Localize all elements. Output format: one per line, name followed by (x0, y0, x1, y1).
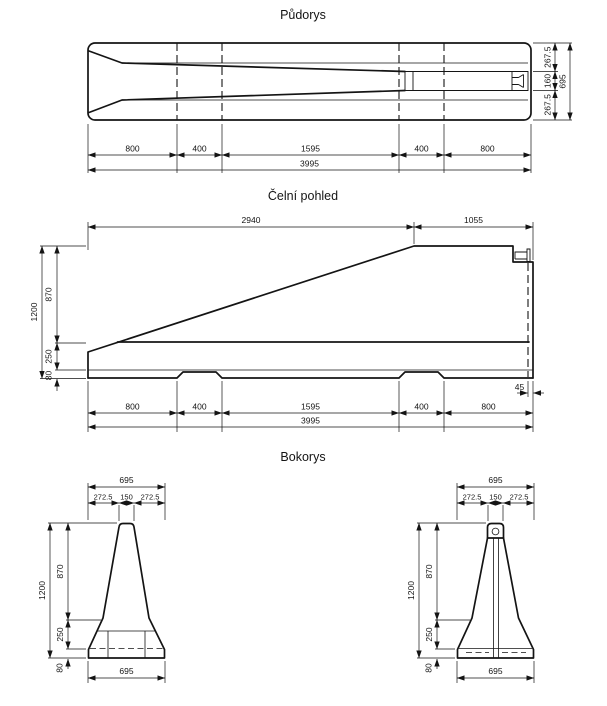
front-coupler-tab (514, 248, 531, 262)
dim-label: 250 (424, 627, 434, 641)
side-right-joint-slot (493, 538, 499, 658)
dim-label: 45 (515, 382, 525, 392)
dim-label: 3995 (301, 416, 320, 426)
dim-label: 1200 (406, 581, 416, 600)
dim-label: 800 (480, 144, 494, 154)
dim-label: 272.5 (94, 493, 113, 502)
side-left-dimensions: 695 272.5 150 272.5 1200 870 250 80 695 (37, 475, 166, 683)
plan-view: 800 400 1595 400 800 3995 267.5 160 267.… (87, 42, 573, 173)
dim-label: 695 (488, 475, 502, 485)
dim-label: 400 (414, 402, 428, 412)
plan-dimensions: 800 400 1595 400 800 3995 267.5 160 267.… (87, 42, 573, 173)
dim-label: 400 (192, 144, 206, 154)
side-right-outline (456, 522, 535, 659)
front-dimensions: 2940 1055 1200 870 250 80 45 800 400 159… (29, 215, 544, 432)
side-view-title: Bokorys (280, 450, 325, 464)
dim-label: 800 (125, 402, 139, 412)
dim-label: 250 (44, 349, 54, 363)
dim-label: 870 (424, 564, 434, 578)
dim-label: 695 (119, 666, 133, 676)
dim-label: 150 (120, 493, 133, 502)
side-right-inner-edges (459, 648, 532, 653)
side-left-inner-edges (90, 630, 163, 658)
plan-end-connector (511, 71, 529, 91)
dim-label: 695 (488, 666, 502, 676)
dim-label: 870 (55, 564, 65, 578)
dim-label: 80 (424, 663, 434, 673)
front-view: 2940 1055 1200 870 250 80 45 800 400 159… (29, 215, 544, 432)
dim-label: 272.5 (463, 493, 482, 502)
plan-hidden-section-lines (176, 43, 445, 120)
dim-label: 2940 (242, 215, 261, 225)
dim-label: 80 (55, 663, 65, 673)
dim-label: 150 (489, 493, 502, 502)
front-view-title: Čelní pohled (268, 188, 338, 203)
dim-label: 1595 (301, 144, 320, 154)
side-left-outline (87, 522, 166, 659)
dim-label: 400 (192, 402, 206, 412)
dim-label: 272.5 (510, 493, 529, 502)
dim-label: 1595 (301, 402, 320, 412)
dim-label: 870 (44, 287, 54, 301)
side-view-left: 695 272.5 150 272.5 1200 870 250 80 695 (37, 475, 166, 683)
dim-label: 80 (44, 371, 54, 381)
front-outline (87, 245, 534, 379)
plan-view-title: Půdorys (280, 8, 326, 22)
dim-label: 272.5 (141, 493, 160, 502)
side-view-right: 695 272.5 150 272.5 1200 870 250 80 695 (406, 475, 535, 683)
dim-label: 160 (543, 74, 553, 88)
side-right-dimensions: 695 272.5 150 272.5 1200 870 250 80 695 (406, 475, 535, 683)
dim-label: 1200 (29, 302, 39, 321)
side-right-lifting-hole (491, 527, 500, 536)
dim-label: 267.5 (543, 46, 553, 68)
dim-label: 400 (414, 144, 428, 154)
dim-label: 267.5 (543, 94, 553, 116)
dim-label: 1055 (464, 215, 483, 225)
dim-label: 3995 (300, 159, 319, 169)
dim-label: 1200 (37, 581, 47, 600)
dim-label: 695 (119, 475, 133, 485)
dim-label: 800 (125, 144, 139, 154)
plan-outline (87, 42, 532, 121)
dim-label: 250 (55, 627, 65, 641)
dim-label: 695 (558, 74, 568, 88)
dim-label: 800 (481, 402, 495, 412)
plan-inner-edges (122, 62, 528, 101)
